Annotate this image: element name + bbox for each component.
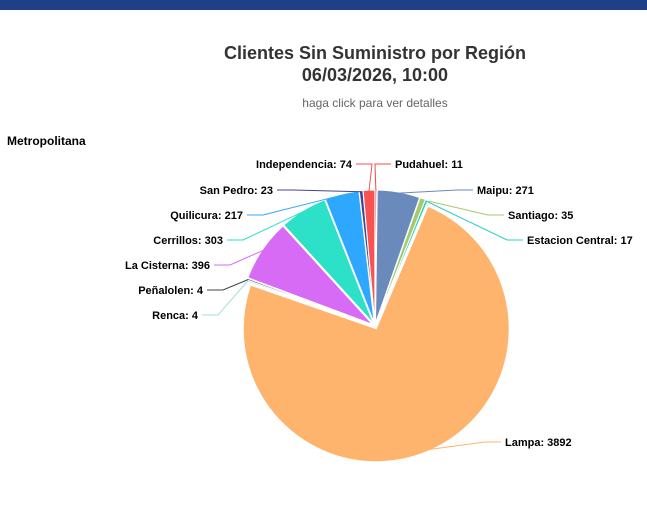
- region-label: Metropolitana: [7, 134, 86, 148]
- data-label-lampa[interactable]: Lampa: 3892: [505, 437, 572, 449]
- chart-subtitle: haga click para ver detalles: [302, 96, 448, 110]
- connector-lampa: [429, 441, 501, 450]
- data-label-peñalolen[interactable]: Peñalolen: 4: [138, 285, 204, 297]
- pie-slice-lampa[interactable]: [242, 205, 510, 463]
- connector-quilicura: [247, 194, 343, 216]
- connector-independencia: [356, 163, 373, 192]
- connector-estacion-central: [426, 200, 523, 241]
- connector-santiago: [422, 199, 504, 216]
- connector-renca: [202, 280, 249, 316]
- pie-slice-la-cisterna[interactable]: [247, 225, 373, 325]
- data-label-quilicura[interactable]: Quilicura: 217: [170, 210, 243, 222]
- data-label-pudahuel[interactable]: Pudahuel: 11: [395, 159, 463, 171]
- data-label-renca[interactable]: Renca: 4: [152, 310, 199, 322]
- data-label-la-cisterna[interactable]: La Cisterna: 396: [125, 260, 210, 272]
- data-label-santiago[interactable]: Santiago: 35: [508, 210, 573, 222]
- chart-title-line2: 06/03/2026, 10:00: [301, 65, 449, 85]
- data-label-maipu[interactable]: Maipu: 271: [477, 185, 534, 197]
- pie-slice-maipu[interactable]: [375, 189, 421, 324]
- connector-san-pedro: [277, 189, 362, 193]
- connector-peñalolen: [207, 279, 249, 291]
- chart-title: Clientes Sin Suministro por Región 06/03…: [0, 42, 647, 86]
- data-label-san-pedro[interactable]: San Pedro: 23: [200, 185, 273, 197]
- top-header-bar: [0, 0, 647, 10]
- data-label-estacion-central[interactable]: Estacion Central: 17: [527, 235, 633, 247]
- connector-maipu: [398, 189, 473, 194]
- pie-slice-estacion-central[interactable]: [375, 199, 429, 324]
- connector-pudahuel: [374, 163, 391, 192]
- chart-title-line1: Clientes Sin Suministro por Región: [223, 43, 527, 63]
- connector-la-cisterna: [214, 249, 264, 266]
- connector-cerrillos: [227, 210, 304, 241]
- data-label-independencia[interactable]: Independencia: 74: [256, 159, 353, 171]
- data-label-cerrillos[interactable]: Cerrillos: 303: [153, 235, 223, 247]
